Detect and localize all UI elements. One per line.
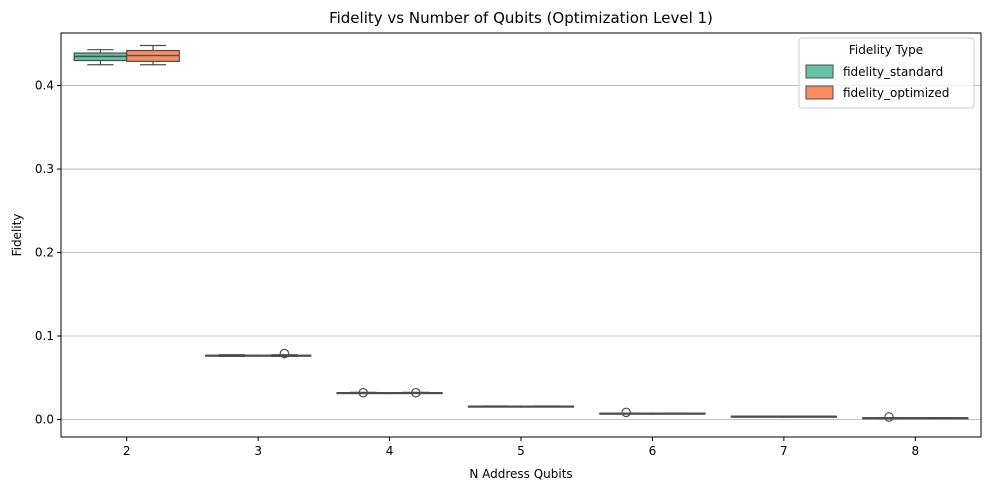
y-tick-label: 0.1 <box>35 329 54 343</box>
y-gridlines <box>61 85 981 420</box>
outlier-point <box>884 412 894 422</box>
legend-swatch-standard <box>805 64 834 79</box>
box-series <box>73 44 969 422</box>
y-tick-label: 0.3 <box>35 162 54 176</box>
x-tick-label: 5 <box>517 444 525 458</box>
legend-swatch-optimized <box>805 85 834 100</box>
y-tick-label: 0.0 <box>35 412 54 426</box>
chart-title: Fidelity vs Number of Qubits (Optimizati… <box>329 9 713 27</box>
box-fidelity_standard-5 <box>467 405 522 408</box>
legend: Fidelity Type fidelity_standard fidelity… <box>798 37 975 109</box>
box-fidelity_standard-8 <box>862 412 916 422</box>
y-tick-label: 0.2 <box>35 246 54 260</box>
box-fidelity_optimized-6 <box>651 412 706 415</box>
outlier-point <box>621 407 631 418</box>
box-fidelity_standard-3 <box>204 354 259 358</box>
box-fidelity_optimized-4 <box>388 387 443 398</box>
outlier-point <box>279 348 290 359</box>
x-tick-label: 7 <box>780 444 788 458</box>
x-tick-label: 6 <box>649 444 657 458</box>
x-tick-label: 4 <box>386 444 394 458</box>
box-fidelity_optimized-7 <box>783 415 838 418</box>
box-fidelity_optimized-5 <box>520 405 575 408</box>
x-tick-label: 2 <box>123 444 131 458</box>
y-axis: 0.0 0.1 0.2 0.3 0.4 <box>35 79 61 426</box>
box-fidelity_standard-7 <box>730 415 785 418</box>
outlier-point <box>358 387 369 398</box>
legend-label-standard: fidelity_standard <box>843 65 943 79</box>
outlier-point <box>411 387 421 398</box>
box-fidelity_standard-6 <box>599 407 654 418</box>
y-tick-label: 0.4 <box>35 79 54 93</box>
legend-label-optimized: fidelity_optimized <box>843 86 949 100</box>
x-axis: 2 3 4 5 6 7 8 <box>123 437 919 458</box>
box-fidelity_optimized-2 <box>126 44 180 66</box>
box-fidelity_optimized-3 <box>257 348 312 359</box>
x-tick-label: 8 <box>911 444 919 458</box>
legend-title: Fidelity Type <box>849 43 923 57</box>
box-fidelity_standard-4 <box>336 387 391 398</box>
y-axis-label: Fidelity <box>10 214 24 257</box>
box-fidelity_optimized-8 <box>914 417 969 420</box>
box-fidelity_standard-2 <box>73 49 128 66</box>
x-axis-label: N Address Qubits <box>469 467 572 481</box>
x-tick-label: 3 <box>254 444 262 458</box>
legend-frame <box>798 37 975 109</box>
